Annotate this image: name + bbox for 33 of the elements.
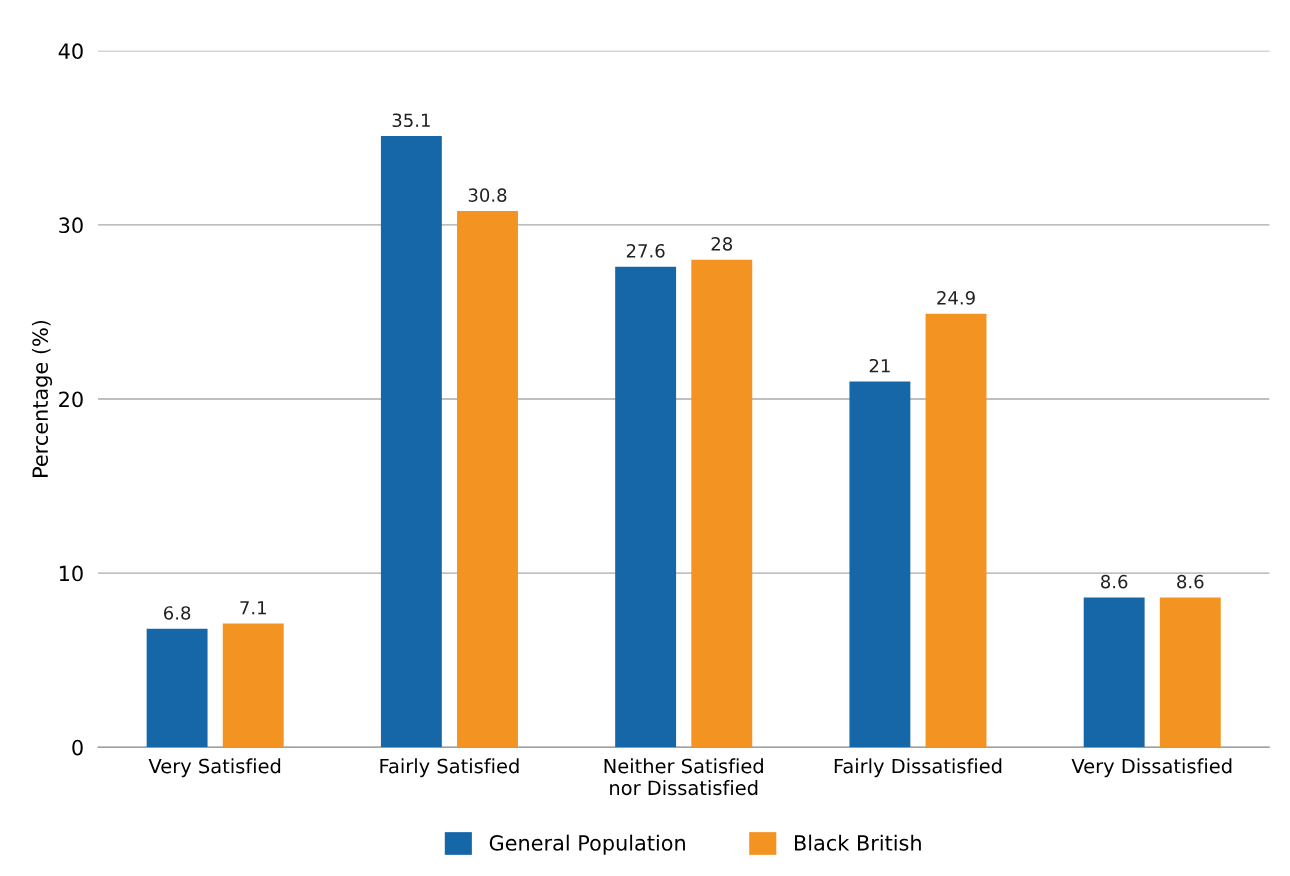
- x-tick-label: Neither Satisfied nor Dissatisfied: [604, 758, 763, 796]
- data-label: 21: [869, 358, 890, 373]
- x-tick-label: Very Satisfied: [148, 758, 281, 778]
- bar: [615, 266, 677, 748]
- legend-label: Black British: [795, 834, 921, 851]
- data-label: 8.6: [1177, 574, 1204, 589]
- y-tick-label: 40: [58, 43, 83, 60]
- data-label: 35.1: [392, 113, 430, 128]
- bar: [380, 136, 442, 748]
- data-label: 27.6: [626, 243, 665, 258]
- x-tick-label: Fairly Satisfied: [380, 758, 519, 778]
- y-tick-label: 10: [59, 565, 83, 582]
- bar: [222, 623, 284, 748]
- legend-label: General Population: [489, 834, 685, 855]
- bar: [146, 628, 208, 748]
- data-label: 24.9: [937, 291, 975, 305]
- data-label: 7.1: [240, 601, 266, 615]
- data-label: 28: [711, 237, 733, 251]
- bar: [457, 210, 518, 748]
- bar: [1083, 597, 1145, 748]
- data-label: 30.8: [468, 188, 507, 202]
- bar: [1159, 597, 1221, 748]
- x-tick-label: Fairly Dissatisfied: [834, 758, 1002, 778]
- y-tick-label: 0: [72, 739, 83, 756]
- bar: [849, 381, 911, 748]
- bar: [691, 259, 753, 748]
- x-tick-label: Very Dissatisfied: [1071, 758, 1232, 778]
- y-tick-label: 30: [59, 217, 83, 234]
- y-axis-title: Percentage (%): [31, 320, 53, 477]
- y-tick-label: 20: [59, 391, 83, 408]
- bar: [925, 313, 987, 748]
- data-label: 8.6: [1101, 574, 1128, 589]
- data-label: 6.8: [164, 606, 191, 620]
